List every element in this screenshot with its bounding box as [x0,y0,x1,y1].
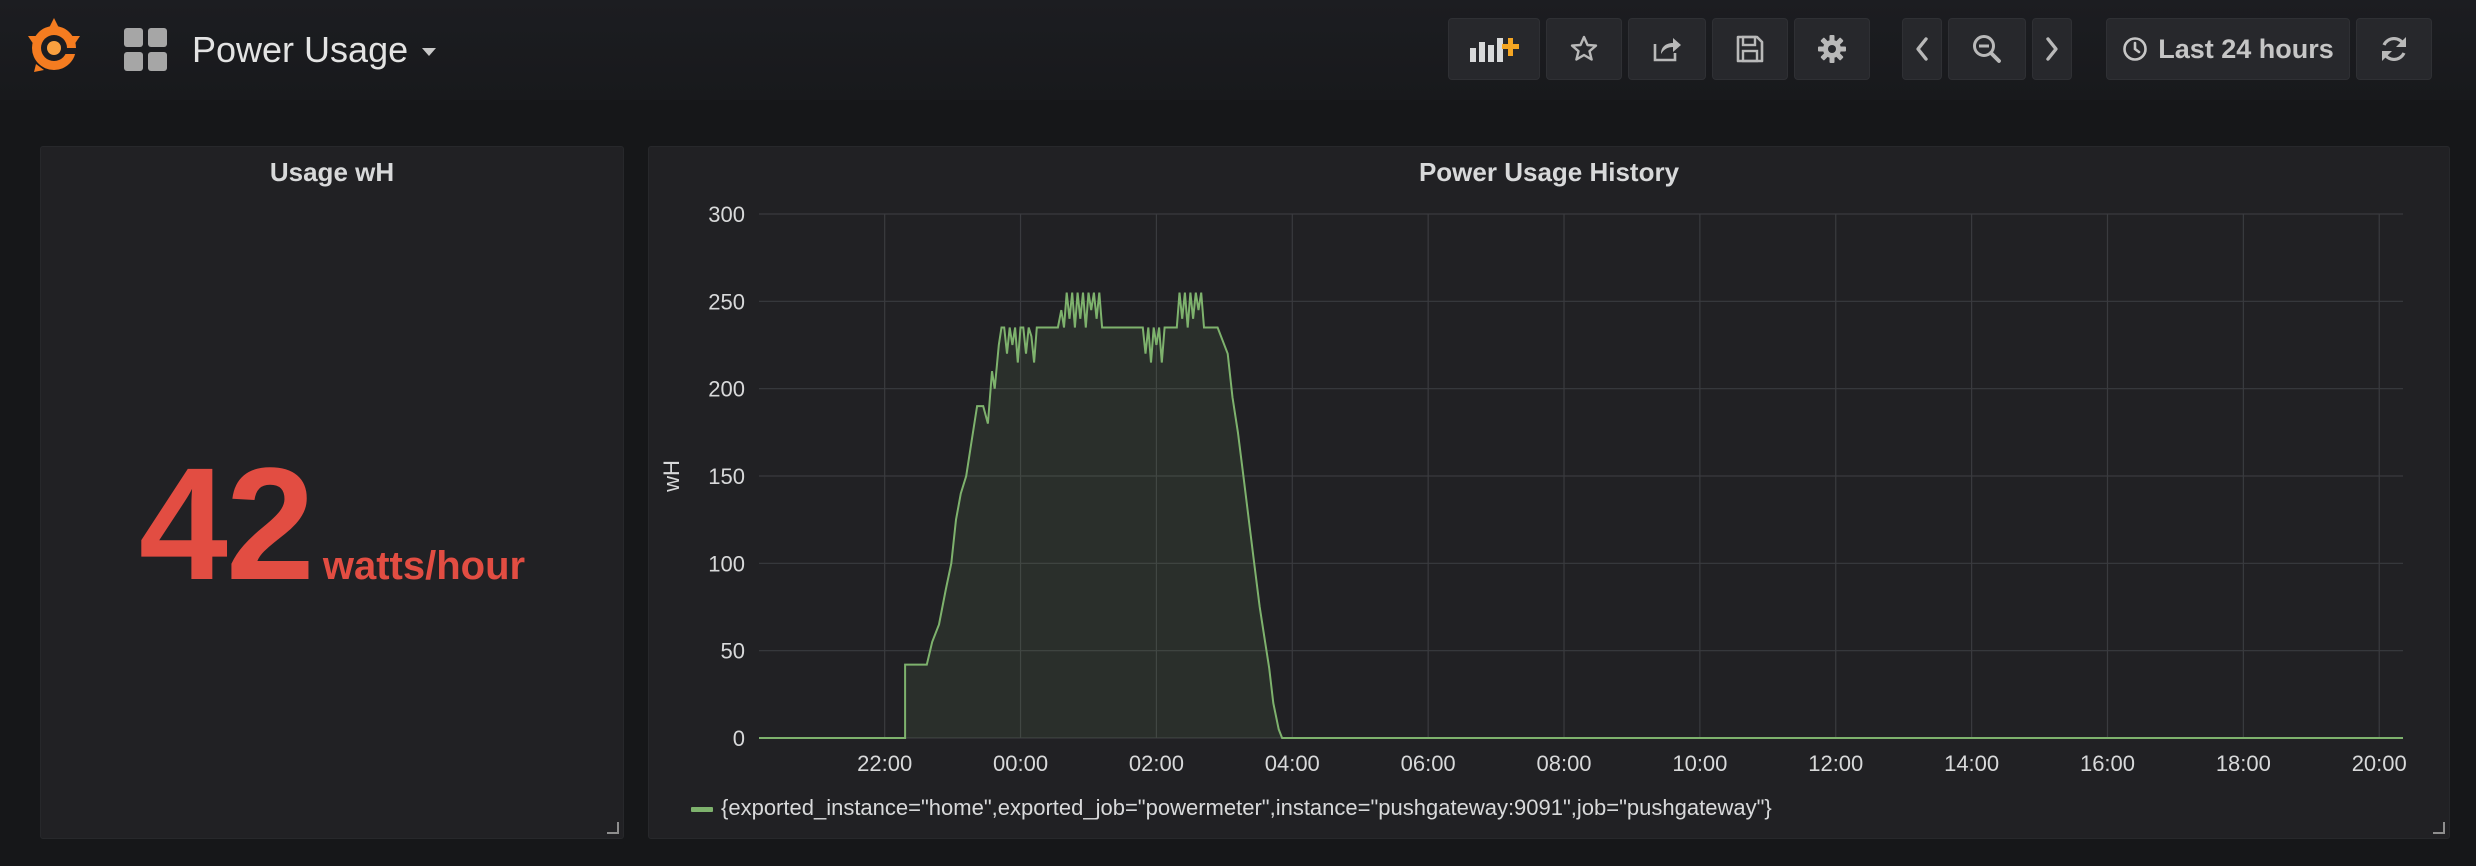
panel-resize-handle[interactable] [2433,822,2445,834]
refresh-button[interactable] [2356,18,2432,80]
stat-display: 42 watts/hour [41,432,623,616]
chevron-left-icon [1916,37,1928,61]
legend-swatch [691,806,713,812]
save-icon [1736,35,1764,63]
x-tick-label: 22:00 [857,751,912,776]
x-tick-label: 12:00 [1808,751,1863,776]
power-usage-chart[interactable]: 0 50 100 150 200 250 300 22:00 00:00 02:00 04:00 06… [649,147,2449,837]
top-navbar: Power Usage [0,0,2476,100]
dashboard-title-dropdown[interactable]: Power Usage [192,22,437,78]
save-dashboard-button[interactable] [1712,18,1788,80]
dashboard-grid-icon[interactable] [124,28,168,72]
grafana-logo-icon[interactable] [22,14,86,78]
y-tick-label: 300 [708,202,745,227]
graph-panel: Power Usage History 0 50 100 150 200 250 300 22… [648,146,2450,839]
x-tick-label: 20:00 [2352,751,2407,776]
star-dashboard-button[interactable] [1546,18,1622,80]
dashboard-title: Power Usage [192,29,409,70]
time-range-label: Last 24 hours [2158,33,2334,64]
gear-icon [1818,35,1846,63]
x-tick-label: 00:00 [993,751,1048,776]
share-icon [1653,38,1681,62]
x-tick-label: 16:00 [2080,751,2135,776]
y-tick-label: 100 [708,551,745,576]
x-tick-label: 18:00 [2216,751,2271,776]
refresh-icon [2382,36,2406,62]
y-tick-label: 0 [733,726,745,751]
stat-panel-title[interactable]: Usage wH [269,157,395,187]
clock-icon [2123,37,2148,61]
stat-panel: Usage wH 42 watts/hour [40,146,624,839]
star-icon [1570,35,1598,61]
time-shift-forward-button[interactable] [2032,18,2072,80]
series-area [759,292,2403,738]
y-tick-label: 250 [708,289,745,314]
settings-button[interactable] [1794,18,1870,80]
panel-resize-handle[interactable] [607,822,619,834]
chevron-right-icon [2046,37,2058,61]
y-tick-label: 50 [721,639,745,664]
series-line [759,292,2403,739]
x-tick-label: 14:00 [1944,751,1999,776]
legend-series-label[interactable]: {exported_instance="home",exported_job="… [721,795,1772,820]
zoom-out-icon [1973,35,2001,63]
zoom-out-button[interactable] [1948,18,2026,80]
stat-unit: watts/hour [322,544,526,588]
share-dashboard-button[interactable] [1628,18,1706,80]
y-tick-label: 150 [708,464,745,489]
graph-panel-title[interactable]: Power Usage History [1418,157,1680,187]
y-axis-label: wH [659,460,684,493]
x-tick-label: 04:00 [1265,751,1320,776]
x-tick-label: 08:00 [1536,751,1591,776]
time-shift-back-button[interactable] [1902,18,1942,80]
x-tick-label: 02:00 [1129,751,1184,776]
x-tick-label: 10:00 [1672,751,1727,776]
y-tick-label: 200 [708,377,745,402]
stat-value: 42 [138,434,315,613]
graph-legend: {exported_instance="home",exported_job="… [691,793,1772,823]
x-tick-label: 06:00 [1401,751,1456,776]
add-panel-button[interactable] [1448,18,1540,80]
time-range-picker[interactable]: Last 24 hours [2106,18,2350,80]
caret-down-icon [422,48,437,57]
add-panel-icon [1470,38,1519,62]
